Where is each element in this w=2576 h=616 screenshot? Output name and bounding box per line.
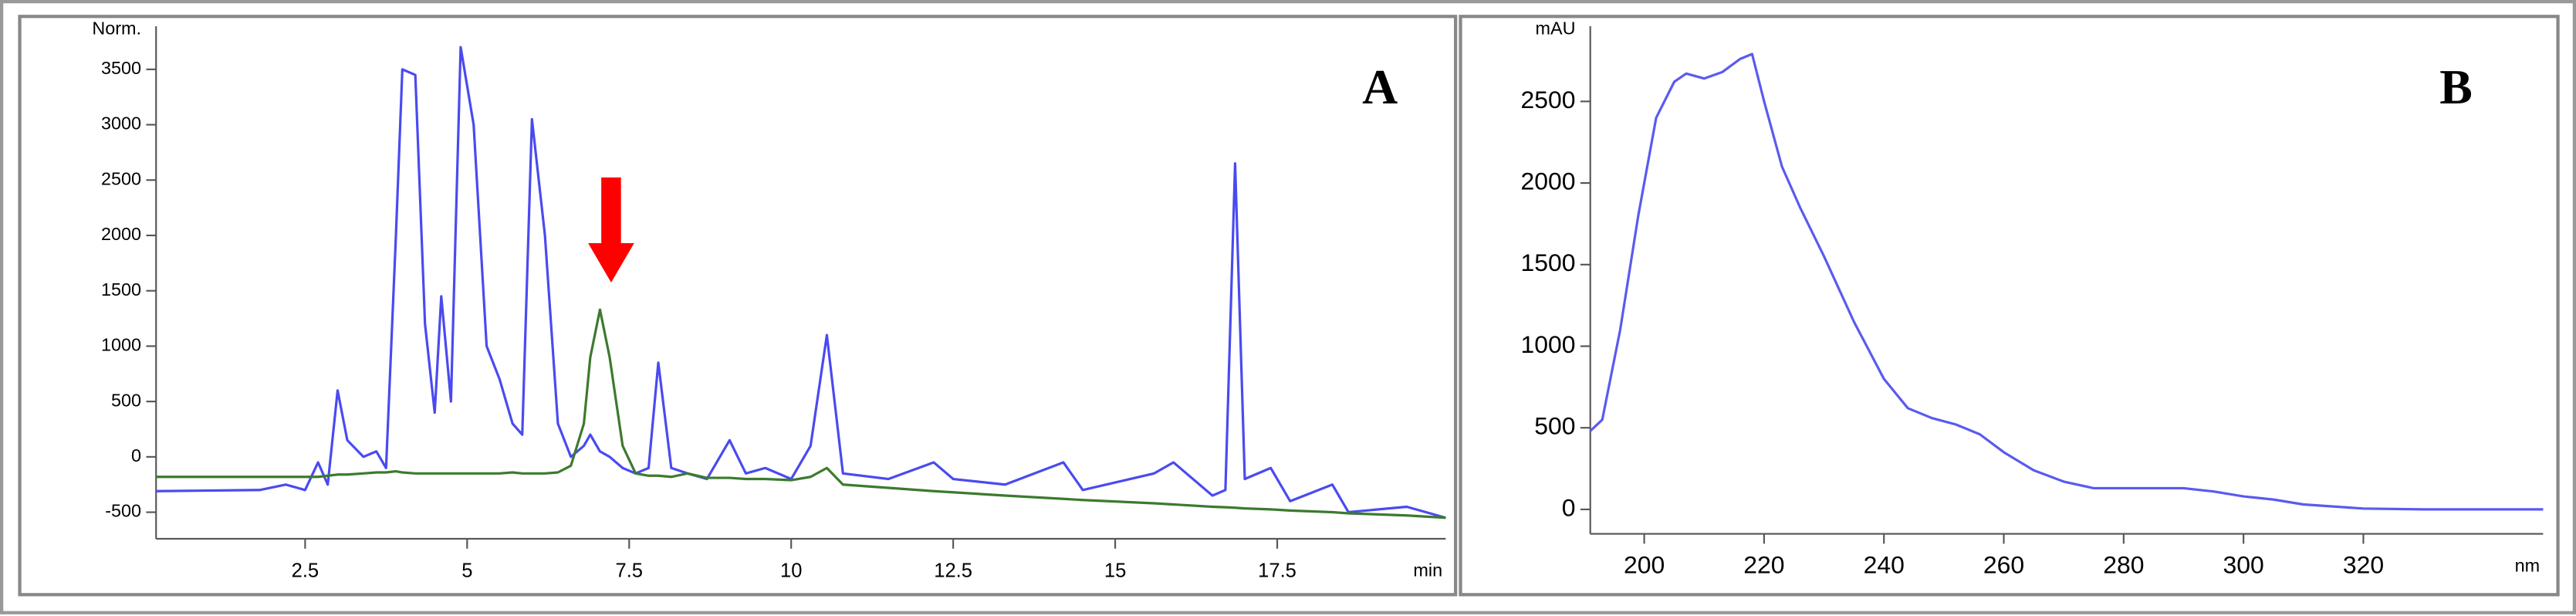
x-tick-label: 10 [780, 560, 802, 581]
y-axis-label: Norm. [92, 18, 141, 38]
y-tick-label: 1000 [1521, 330, 1576, 358]
panel-letter: A [1362, 59, 1398, 114]
y-tick-label: 1500 [1521, 249, 1576, 276]
x-tick-label: 240 [1864, 551, 1905, 579]
y-tick-label: 2500 [101, 168, 141, 188]
y-tick-label: 2500 [1521, 86, 1576, 113]
y-tick-label: 0 [1562, 493, 1576, 521]
series-line [156, 308, 1446, 520]
x-tick-label: 200 [1624, 551, 1665, 579]
panel-frame [18, 15, 1458, 597]
series-line [1589, 52, 2544, 511]
y-tick-label: -500 [105, 501, 141, 521]
y-tick-label: 0 [131, 445, 141, 465]
y-tick-label: 1000 [101, 335, 141, 355]
x-tick-label: 12.5 [934, 560, 972, 581]
x-tick-label: 5 [461, 560, 472, 581]
y-tick-label: 2000 [101, 224, 141, 244]
x-tick-label: 7.5 [616, 560, 644, 581]
y-tick-label: 2000 [1521, 168, 1576, 195]
panel-frame [1459, 15, 2560, 597]
y-tick-label: 3000 [101, 113, 141, 134]
y-tick-label: 500 [1534, 412, 1575, 440]
y-tick-label: 1500 [101, 279, 141, 300]
x-tick-label: 300 [2223, 551, 2264, 579]
y-tick-label: 3500 [101, 58, 141, 78]
x-tick-label: 15 [1104, 560, 1126, 581]
x-tick-label: 280 [2103, 551, 2144, 579]
x-axis-label: nm [2515, 555, 2541, 575]
x-tick-label: 320 [2343, 551, 2384, 579]
x-tick-label: 2.5 [292, 560, 319, 581]
y-tick-label: 500 [111, 390, 141, 410]
x-tick-label: 17.5 [1258, 560, 1296, 581]
panel-letter: B [2439, 59, 2473, 114]
y-axis-label: mAU [1536, 18, 1576, 38]
arrow-annotation [588, 177, 634, 283]
x-tick-label: 220 [1743, 551, 1784, 579]
x-tick-label: 260 [1983, 551, 2024, 579]
series-line [156, 46, 1446, 520]
x-axis-label: min [1413, 560, 1442, 580]
